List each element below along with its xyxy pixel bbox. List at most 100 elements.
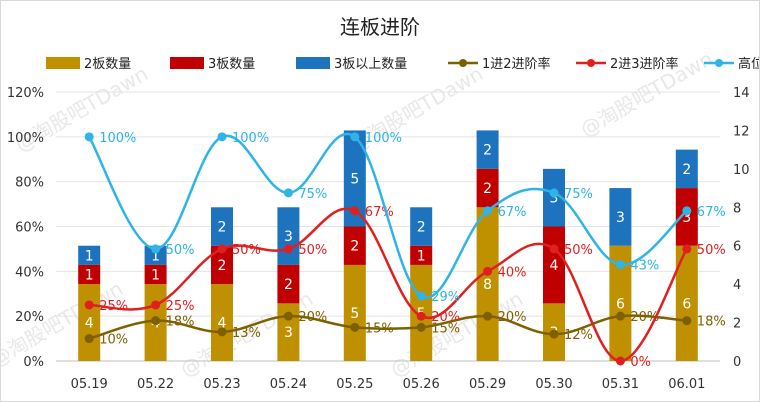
y-right-tick-label: 6: [733, 240, 741, 255]
bar-value-label: 1: [151, 268, 160, 284]
series-point: [283, 188, 293, 198]
bar-segment: [277, 264, 300, 304]
bar-segment: [543, 168, 565, 227]
y-left-tick-label: 60%: [15, 221, 44, 236]
bar-segment: [476, 168, 499, 208]
bars: 411411422323525512822343603632: [78, 130, 698, 361]
bar-segment: [675, 245, 698, 361]
bar-segment: [343, 226, 366, 265]
y-right-tick-label: 8: [733, 201, 741, 216]
series-point: [416, 291, 426, 301]
series-point: [84, 334, 94, 344]
series-value-label: 25%: [99, 299, 128, 314]
bar-value-label: 3: [550, 191, 559, 207]
bar-value-label: 8: [483, 277, 492, 293]
series-point: [283, 244, 293, 254]
series-value-label: 75%: [564, 187, 593, 202]
bar-segment: [78, 284, 101, 361]
x-tick-label: 05.26: [403, 377, 440, 392]
bar-value-label: 1: [85, 268, 94, 284]
y-left-tick-label: 0%: [23, 355, 44, 370]
x-tick-label: 06.01: [668, 377, 705, 392]
y-right-tick-label: 2: [733, 317, 741, 332]
bar-value-label: 2: [417, 220, 426, 236]
series-value-label: 50%: [697, 243, 726, 258]
grid: [56, 91, 720, 362]
series-line: [88, 314, 687, 340]
series-point: [151, 316, 161, 326]
x-tick-label: 05.22: [137, 377, 174, 392]
series-value-label: 50%: [298, 243, 327, 258]
x-tick-label: 05.23: [203, 377, 240, 392]
bar-value-label: 4: [218, 316, 227, 332]
series-value-label: 100%: [232, 131, 269, 146]
bar-segment: [211, 284, 233, 361]
series-value-label: 50%: [232, 243, 261, 258]
series-value-label: 20%: [498, 310, 527, 325]
bar-segment: [609, 245, 632, 361]
series-point: [84, 300, 94, 310]
series-value-label: 50%: [166, 243, 195, 258]
series-point: [84, 132, 94, 142]
bar-value-label: 4: [85, 316, 94, 332]
series-point: [682, 244, 692, 254]
series-value-label: 67%: [365, 205, 394, 220]
bar-value-label: 2: [284, 277, 293, 293]
bar-value-label: 6: [682, 296, 691, 312]
bar-segment: [609, 188, 632, 246]
bar-segment: [410, 207, 433, 246]
bar-value-label: 2: [682, 162, 691, 178]
bar-value-label: 1: [151, 248, 160, 264]
series-point: [217, 132, 227, 142]
series-value-label: 13%: [232, 326, 261, 341]
series-value-label: 18%: [697, 315, 726, 330]
y-left-tick-label: 120%: [7, 86, 44, 101]
series-value-label: 20%: [298, 310, 327, 325]
x-tick-label: 05.30: [535, 377, 572, 392]
series-value-label: 12%: [564, 328, 593, 343]
bar-value-label: 3: [682, 210, 691, 226]
legend-label: 1进2进阶率: [482, 56, 551, 72]
y-left-tick-label: 100%: [7, 131, 44, 146]
bar-value-label: 6: [616, 296, 625, 312]
bar-value-label: 5: [350, 306, 359, 322]
bar-segment: [343, 130, 366, 227]
x-tick-label: 05.31: [602, 377, 639, 392]
series-point: [549, 188, 559, 198]
series-value-label: 67%: [498, 205, 527, 220]
series-point: [217, 244, 227, 254]
bar-segment: [144, 245, 167, 265]
series-point: [151, 244, 161, 254]
series-value-label: 0%: [630, 355, 651, 370]
bar-value-label: 4: [550, 258, 559, 274]
y-left-tick-label: 80%: [15, 176, 44, 191]
legend-label: 2板数量: [84, 57, 131, 72]
legend-marker: [587, 59, 595, 67]
bar-value-label: 3: [284, 229, 293, 245]
bar-segment: [211, 245, 233, 285]
series-point: [350, 322, 360, 332]
series-point: [483, 206, 493, 216]
bar-value-label: 3: [284, 325, 293, 341]
bar-segment: [78, 264, 101, 285]
x-tick-label: 05.19: [71, 377, 108, 392]
series-value-label: 15%: [431, 321, 460, 336]
legend-marker: [715, 59, 723, 67]
legend-label: 3板以上数量: [334, 57, 407, 72]
y-right-tick-label: 0: [733, 355, 741, 370]
y-right-tick-label: 12: [733, 124, 750, 139]
chart-title: 连板进阶: [340, 15, 420, 39]
legend-label: 2进3进阶率: [610, 56, 679, 72]
bar-segment: [675, 188, 698, 246]
series-point: [682, 316, 692, 326]
series-point: [350, 206, 360, 216]
series-value-label: 15%: [365, 321, 394, 336]
bar-segment: [211, 207, 233, 246]
series-value-label: 20%: [630, 310, 659, 325]
bar-value-label: 2: [218, 220, 227, 236]
series-point: [615, 356, 625, 366]
bar-segment: [476, 130, 499, 169]
bar-value-label: 2: [483, 181, 492, 197]
bar-value-label: 1: [417, 248, 426, 264]
bar-segment: [476, 207, 499, 361]
